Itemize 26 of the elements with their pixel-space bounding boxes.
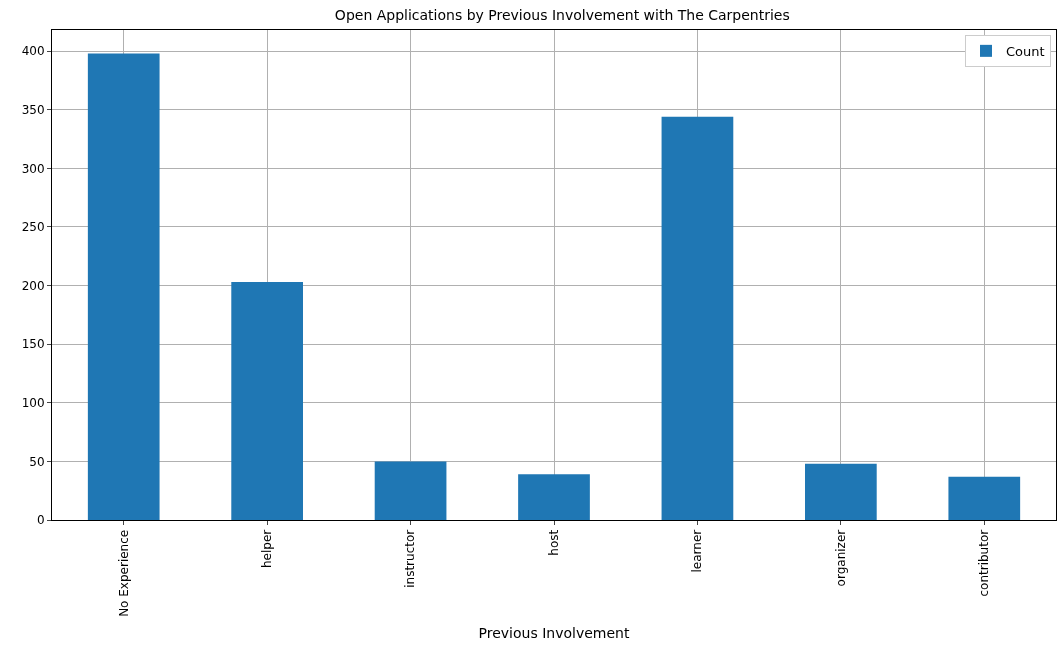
y-tick-label: 250 [21, 220, 45, 235]
bar [518, 474, 590, 520]
x-axis-title: Previous Involvement [478, 625, 630, 642]
x-tick-label: instructor [403, 529, 418, 588]
y-tick-label: 200 [21, 278, 45, 293]
bar [374, 461, 447, 520]
y-tick-label: 400 [21, 44, 45, 59]
x-tick-label: host [546, 529, 561, 556]
x-tick-label: No Experience [116, 529, 131, 617]
bar [231, 282, 303, 520]
y-tick-label: 50 [29, 454, 45, 469]
legend-label: Count [1005, 43, 1045, 59]
bar [661, 116, 734, 520]
y-tick-label: 0 [36, 513, 45, 528]
y-tick-label: 100 [21, 395, 45, 410]
y-tick-label: 350 [21, 102, 45, 117]
y-tick-label: 300 [21, 161, 45, 176]
x-tick-label: organizer [833, 529, 848, 587]
bar [948, 476, 1021, 520]
x-tick-label: helper [260, 529, 275, 569]
bar [805, 463, 877, 520]
x-tick-label: learner [690, 529, 705, 573]
y-tick-label: 150 [21, 337, 45, 352]
chart-title: Open Applications by Previous Involvement with The Carpentries [334, 6, 790, 23]
x-tick-label: contributor [977, 529, 992, 597]
bar [87, 53, 160, 520]
